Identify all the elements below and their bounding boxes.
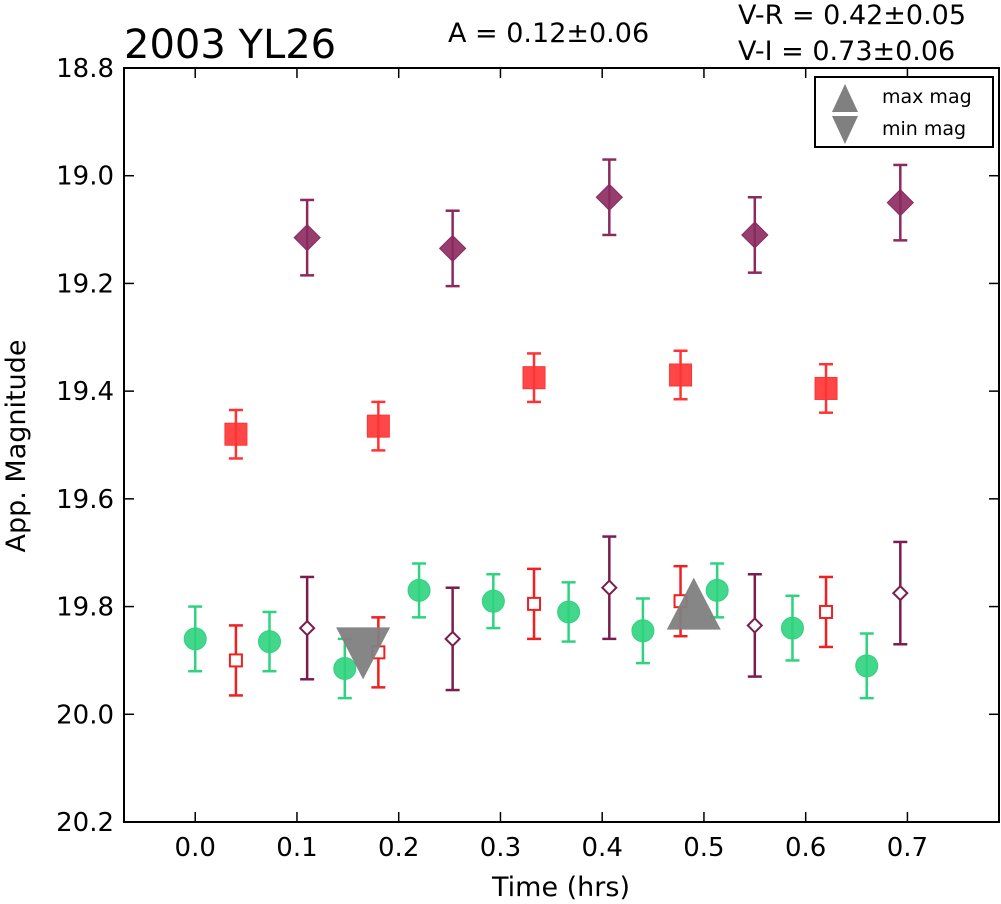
legend-min-mag-marker <box>832 116 858 144</box>
data-point-circle <box>333 657 357 681</box>
data-point-diamond <box>293 223 321 252</box>
x-axis-label: Time (hrs) <box>491 872 630 903</box>
axis-ticks: 0.0 0.1 0.2 0.3 0.4 0.5 0.6 0.7 18.8 19.0 19.2 19.4… <box>56 54 999 863</box>
x-tick-label: 0.6 <box>785 833 826 863</box>
data-point-circle <box>183 627 207 651</box>
data-point-diamond <box>886 188 915 217</box>
y-tick-label: 19.6 <box>56 485 114 515</box>
max-mag-marker <box>666 577 721 630</box>
plot-frame <box>123 67 1000 823</box>
data-point-square <box>228 653 243 668</box>
y-tick-label: 20.2 <box>56 808 114 838</box>
data-point-diamond <box>741 221 769 249</box>
x-tick-label: 0.0 <box>175 833 216 863</box>
data-point-circle <box>855 654 879 678</box>
legend: max mag min mag <box>814 76 994 148</box>
data-point-diamond <box>298 619 316 637</box>
data-point-circle <box>257 630 281 654</box>
data-point-square <box>366 414 390 438</box>
data-point-circle <box>631 619 655 643</box>
data-layer <box>183 158 915 700</box>
min-mag-marker <box>336 627 391 680</box>
data-point-circle <box>780 616 804 640</box>
x-tick-label: 0.5 <box>683 833 724 863</box>
x-tick-label: 0.2 <box>378 833 419 863</box>
data-point-square <box>224 422 248 446</box>
y-tick-label: 19.4 <box>56 377 114 407</box>
data-point-square <box>522 366 546 390</box>
chart-title: 2003 YL26 <box>124 22 336 68</box>
legend-min-mag-label: min mag <box>882 118 966 140</box>
data-point-square <box>819 604 834 619</box>
data-point-diamond <box>746 617 764 634</box>
data-point-square <box>669 363 693 387</box>
x-tick-label: 0.1 <box>276 833 317 863</box>
data-point-square <box>814 376 838 400</box>
data-point-diamond <box>444 630 462 648</box>
data-point-square <box>527 596 542 611</box>
data-point-diamond <box>600 579 618 597</box>
x-tick-label: 0.7 <box>887 833 928 863</box>
y-tick-label: 19.8 <box>56 593 114 623</box>
data-point-circle <box>407 578 431 602</box>
data-point-circle <box>557 600 581 624</box>
x-tick-label: 0.4 <box>582 833 623 863</box>
v-i-annotation: V-I = 0.73±0.06 <box>738 36 955 67</box>
data-point-diamond <box>595 183 624 211</box>
data-point-diamond <box>891 584 909 602</box>
data-point-circle <box>705 578 729 602</box>
v-r-annotation: V-R = 0.42±0.05 <box>738 0 966 31</box>
data-point-circle <box>481 589 505 613</box>
legend-max-mag-marker <box>832 84 858 112</box>
amplitude-annotation: A = 0.12±0.06 <box>448 18 649 49</box>
data-point-diamond <box>438 234 467 263</box>
y-tick-label: 20.0 <box>56 700 114 730</box>
y-axis-label: App. Magnitude <box>1 340 32 553</box>
y-tick-label: 19.0 <box>56 162 114 192</box>
x-tick-label: 0.3 <box>480 833 521 863</box>
y-tick-label: 19.2 <box>56 269 114 299</box>
legend-max-mag-label: max mag <box>882 86 972 108</box>
y-tick-label: 18.8 <box>56 54 114 84</box>
